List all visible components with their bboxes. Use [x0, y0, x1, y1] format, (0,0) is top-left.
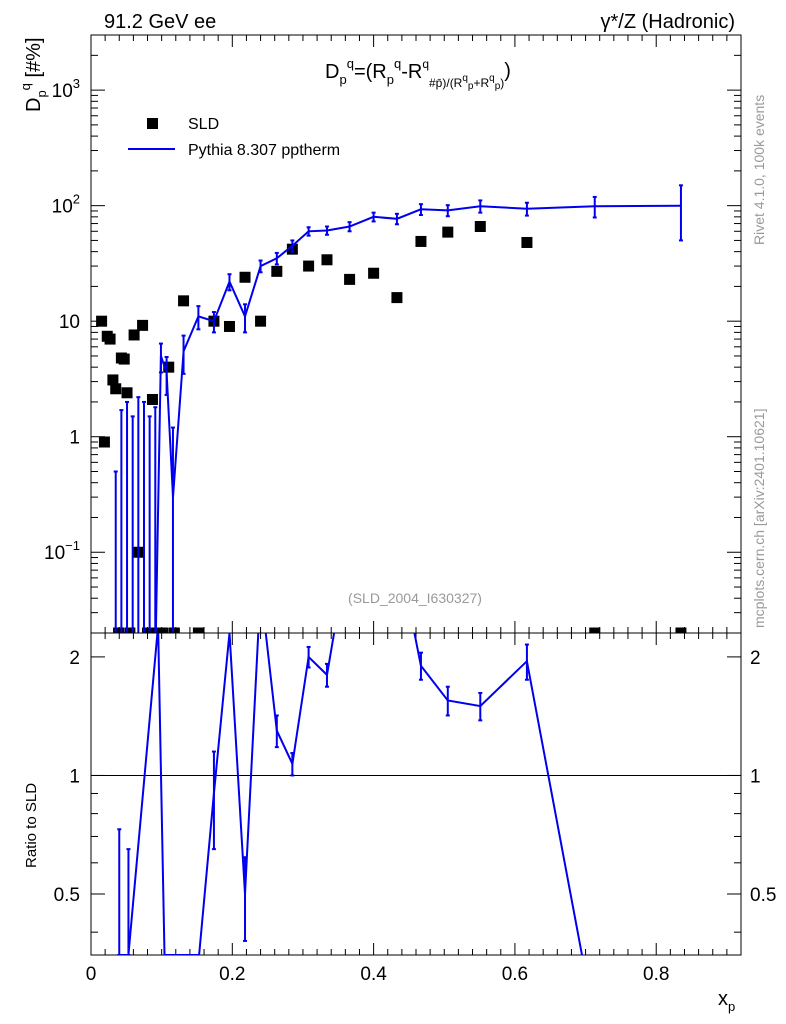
sld-point	[442, 226, 454, 238]
header-right: γ*/Z (Hadronic)	[601, 11, 735, 33]
sld-point	[415, 235, 427, 247]
ratio-line	[119, 633, 583, 955]
y-tick-label: 1	[69, 428, 80, 449]
sld-point	[104, 333, 116, 345]
sld-point	[255, 315, 267, 327]
sld-point	[391, 292, 403, 304]
sld-point	[474, 221, 486, 233]
x-tick-label: 0.6	[502, 964, 528, 985]
sld-point	[178, 295, 190, 307]
y-tick-label: 103	[52, 76, 80, 102]
y-axis-label: Dpq [#%]	[18, 38, 49, 113]
main-data	[96, 184, 687, 633]
x-tick-label: 0.2	[219, 964, 245, 985]
ratio-tick-label: 1	[69, 766, 80, 787]
sld-point	[344, 273, 356, 285]
sld-point	[163, 361, 175, 373]
sld-point	[98, 436, 110, 448]
ratio-tick-label-right: 2	[750, 648, 761, 669]
ratio-data	[117, 633, 583, 955]
legend-sld-marker	[147, 118, 158, 129]
x-tick-label: 0.8	[643, 964, 669, 985]
sld-point	[128, 329, 140, 341]
sld-point	[118, 353, 130, 365]
legend-pythia-label: Pythia 8.307 pptherm	[188, 142, 340, 159]
ratio-frame	[90, 632, 742, 956]
y-tick-label: 102	[52, 192, 80, 218]
analysis-label: (SLD_2004_I630327)	[348, 590, 482, 606]
sld-point	[146, 393, 158, 405]
sld-point	[96, 315, 108, 327]
sld-point	[368, 267, 380, 279]
sld-point	[168, 627, 180, 633]
sld-point	[675, 627, 687, 633]
sld-point	[321, 254, 333, 266]
sld-point	[137, 319, 149, 331]
sld-point	[110, 383, 122, 395]
ratio-y-axis-label: Ratio to SLD	[23, 783, 40, 868]
plot-title: Dpq=(Rpq-Rq#p̄)/(Rqp+Rqp))	[325, 56, 511, 92]
sld-point	[157, 627, 169, 633]
sld-point	[303, 260, 315, 272]
sld-point	[113, 627, 125, 633]
ratio-tick-label-right: 1	[750, 766, 761, 787]
x-tick-label: 0	[86, 964, 97, 985]
ratio-tick-label: 0.5	[54, 885, 80, 906]
header-left: 91.2 GeV ee	[104, 11, 216, 33]
ratio-plot: 0 0.2 0.4 0.6 0.8 0.5 0.5 1 1 2 2	[54, 632, 776, 985]
ratio-tick-label: 2	[69, 648, 80, 669]
sld-point	[107, 374, 119, 386]
sld-point	[192, 627, 204, 633]
x-axis-label: xp	[718, 988, 735, 1014]
sld-point	[521, 236, 533, 248]
sld-point	[223, 320, 235, 332]
y-tick-label: 10−1	[44, 538, 80, 564]
sld-point	[142, 627, 154, 633]
legend-sld-label: SLD	[188, 116, 219, 133]
sld-point	[239, 271, 251, 283]
pythia-line	[154, 204, 681, 633]
x-tick-label: 0.4	[360, 964, 387, 985]
sld-point	[151, 627, 163, 633]
mcplots-label: mcplots.cern.ch [arXiv:2401.10621]	[751, 409, 767, 628]
sld-point	[124, 627, 136, 633]
sld-point	[121, 387, 133, 399]
y-tick-label: 10	[59, 312, 80, 333]
main-plot: 10−1 1 10 102 103	[44, 34, 742, 634]
rivet-label: Rivet 4.1.0, 100k events	[751, 95, 767, 245]
sld-point	[589, 627, 601, 633]
sld-point	[271, 265, 283, 277]
ratio-tick-label-right: 0.5	[750, 885, 776, 906]
